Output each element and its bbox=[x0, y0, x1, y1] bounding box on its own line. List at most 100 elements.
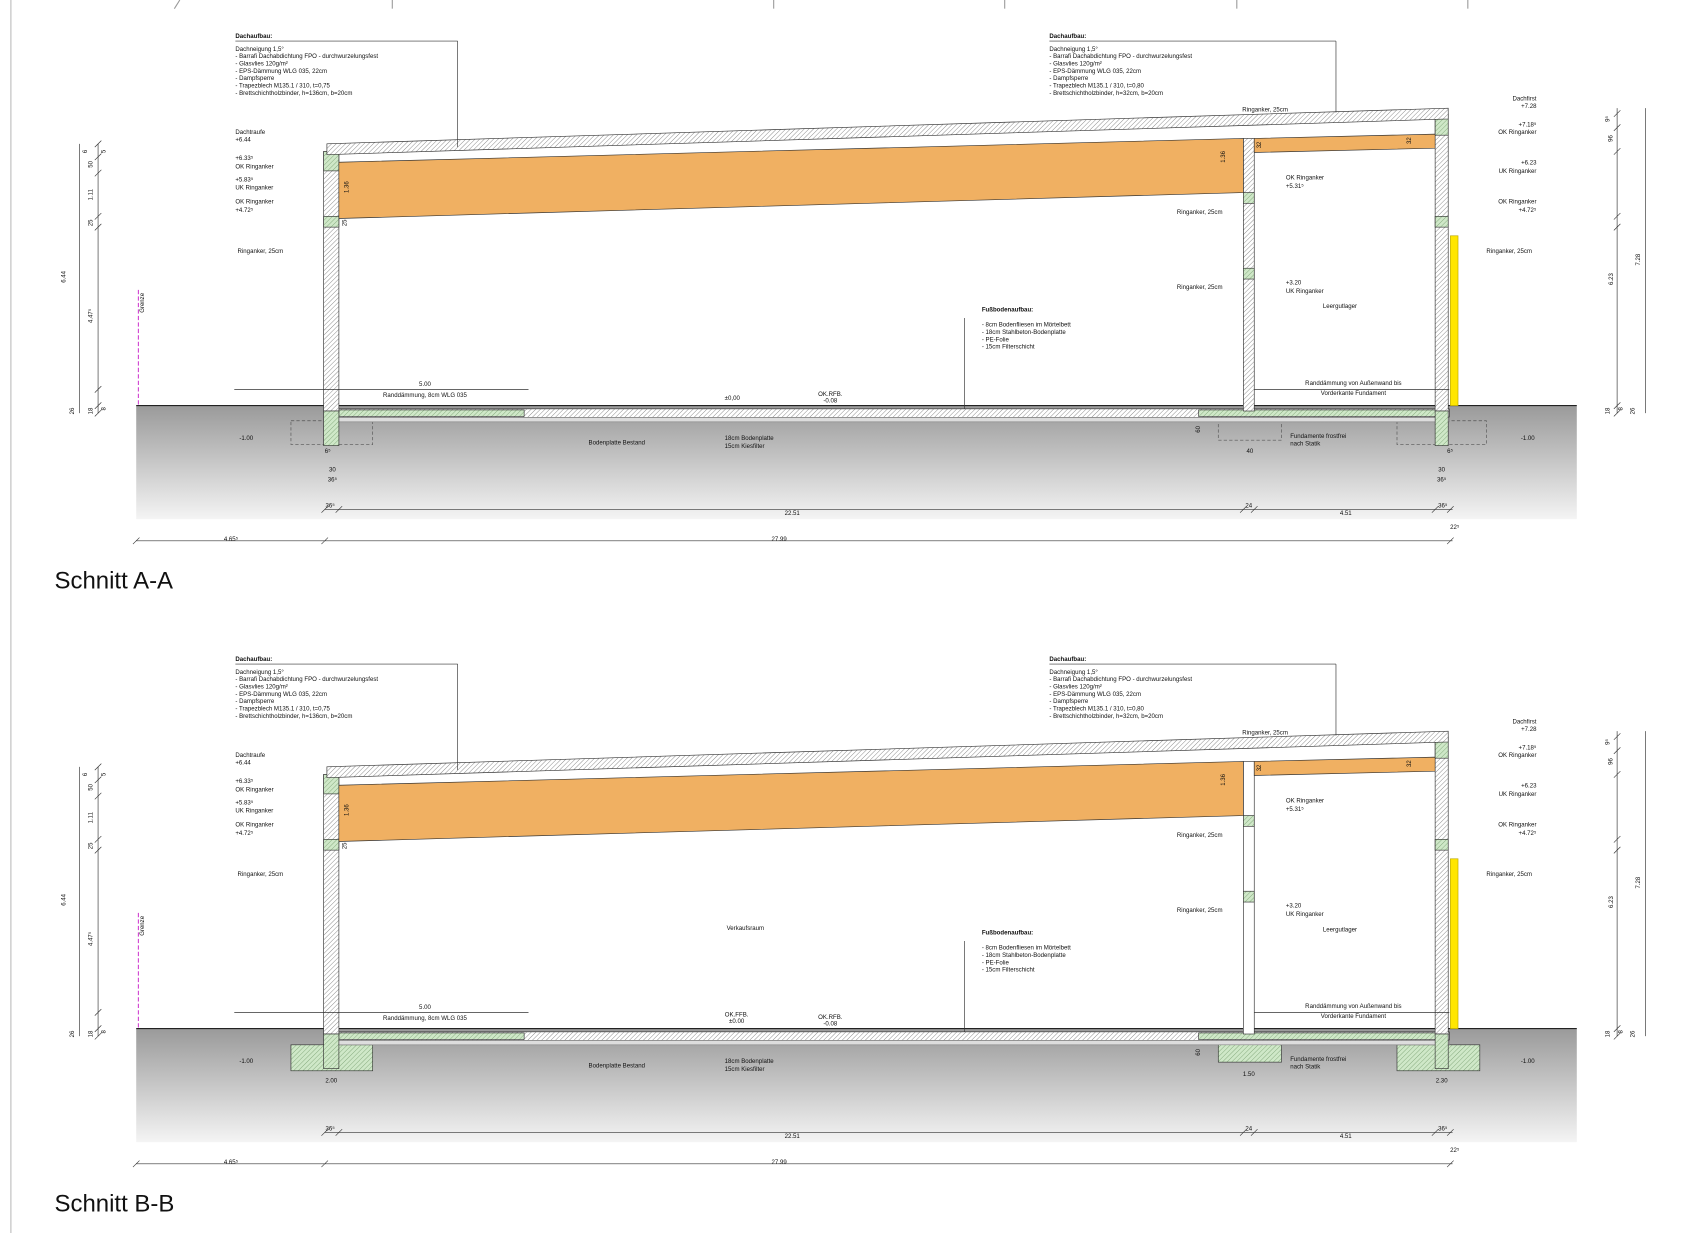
label: ±0.00 bbox=[729, 1019, 745, 1025]
label: +6.44 bbox=[235, 138, 251, 144]
dimension-tick bbox=[321, 537, 329, 545]
label: 18 bbox=[1605, 1030, 1611, 1037]
section-title: Schnitt A-A bbox=[54, 567, 173, 594]
label: - Barrafi Dachabdichtung FPO - durchwurz… bbox=[1049, 54, 1192, 60]
section-title: Schnitt B-B bbox=[54, 1190, 174, 1217]
label: 8 bbox=[102, 407, 108, 411]
dimension-tick bbox=[132, 1160, 140, 1168]
label: 18 bbox=[1605, 407, 1611, 414]
label: Verkaufsraum bbox=[727, 926, 765, 932]
ring-beam bbox=[1243, 890, 1255, 903]
label: 9⁵ bbox=[1604, 739, 1611, 745]
edge-insulation bbox=[338, 409, 525, 417]
label: OK Ringanker bbox=[235, 788, 273, 794]
label: - Trapezblech M135.1 / 310, t=0,75 bbox=[235, 84, 330, 90]
label: +3.20 bbox=[1286, 903, 1302, 909]
label: - 8cm Bodenfliesen im Mörtelbett bbox=[982, 946, 1071, 952]
label: - EPS-Dämmung WLG 035, 22cm bbox=[1049, 69, 1141, 75]
label: - 18cm Stahlbeton-Bodenplatte bbox=[982, 330, 1067, 336]
dimension-tick bbox=[1431, 505, 1439, 513]
label: - Glasvlies 120g/m² bbox=[1049, 685, 1101, 691]
label: 36⁵ bbox=[328, 476, 338, 483]
label: 6.23 bbox=[1609, 273, 1615, 285]
label: 24 bbox=[1245, 503, 1252, 509]
label: -1.00 bbox=[239, 1059, 254, 1065]
label: OK Ringanker bbox=[235, 199, 273, 205]
label: +4.72⁵ bbox=[1519, 207, 1537, 214]
label: 30 bbox=[329, 468, 336, 474]
label: OK Ringanker bbox=[1498, 130, 1536, 136]
label: 6 bbox=[83, 772, 89, 776]
label: Fußbodenaufbau: bbox=[982, 308, 1033, 314]
label: 8 bbox=[1619, 1030, 1625, 1034]
label: OK Ringanker bbox=[1286, 176, 1324, 182]
edge-insulation bbox=[1198, 1032, 1439, 1040]
label: OK Ringanker bbox=[235, 822, 273, 828]
label: 26 bbox=[70, 1030, 76, 1037]
dimension-tick bbox=[1613, 402, 1621, 410]
dimension-tick bbox=[1613, 1025, 1621, 1033]
label: UK Ringanker bbox=[1499, 792, 1537, 798]
label: 2.30 bbox=[1436, 1079, 1448, 1085]
dimension-tick bbox=[94, 402, 102, 410]
label: 26 bbox=[1631, 1030, 1637, 1037]
label: Vorderkante Fundament bbox=[1321, 391, 1387, 397]
label: 24 bbox=[1245, 1126, 1252, 1132]
frame-mark bbox=[173, 0, 181, 9]
wall-base bbox=[323, 410, 340, 446]
label: - 8cm Bodenfliesen im Mörtelbett bbox=[982, 323, 1071, 329]
dimension-tick bbox=[94, 153, 102, 161]
label: - 18cm Stahlbeton-Bodenplatte bbox=[982, 953, 1067, 959]
dimension-tick bbox=[94, 223, 102, 231]
label: Fußbodenaufbau: bbox=[982, 931, 1033, 937]
label: +5.83⁵ bbox=[235, 800, 253, 807]
label: 4.51 bbox=[1340, 511, 1352, 517]
dimension-tick bbox=[335, 505, 343, 513]
label: -1.00 bbox=[1521, 436, 1536, 442]
dimension-tick bbox=[94, 140, 102, 148]
dimension-tick bbox=[94, 776, 102, 784]
label: Bodenplatte Bestand bbox=[589, 441, 646, 447]
label: 2.00 bbox=[325, 1079, 337, 1085]
label: 6.23 bbox=[1609, 896, 1615, 908]
roof-beam bbox=[1253, 133, 1436, 153]
label: 50 bbox=[89, 783, 95, 790]
label: Ringanker, 25cm bbox=[1242, 730, 1288, 736]
dimension-tick bbox=[1613, 124, 1621, 132]
dimension-tick bbox=[1613, 1032, 1621, 1040]
label: Dachfirst bbox=[1512, 97, 1536, 103]
label: +5.31⁵ bbox=[1286, 183, 1304, 190]
dimension-tick bbox=[1446, 1160, 1454, 1168]
gravel-layer bbox=[326, 1040, 1450, 1046]
label: 27.99 bbox=[772, 537, 788, 543]
label: 36⁵ bbox=[1438, 502, 1448, 509]
label: 4.65⁵ bbox=[224, 536, 239, 543]
label: 4.51 bbox=[1340, 1134, 1352, 1140]
ground bbox=[136, 405, 1577, 520]
label: Dachaufbau: bbox=[1049, 657, 1086, 663]
edge-insulation bbox=[1198, 409, 1439, 417]
label: 1.36 bbox=[1221, 773, 1227, 785]
label: Dachneigung 1,5° bbox=[235, 670, 284, 676]
label: 18cm Bodenplatte bbox=[725, 1059, 775, 1065]
label: - PE-Folie bbox=[982, 337, 1010, 343]
dimension-tick bbox=[1613, 770, 1621, 778]
label: 6⁵ bbox=[1447, 448, 1453, 455]
label: OK Ringanker bbox=[1498, 753, 1536, 759]
label: - Dampfsperre bbox=[235, 76, 275, 82]
label: 6.44 bbox=[61, 270, 67, 282]
label: Dachaufbau: bbox=[1049, 34, 1086, 40]
roof-beam bbox=[338, 761, 1244, 842]
ring-beam bbox=[1434, 215, 1449, 228]
dimension-tick bbox=[1613, 212, 1621, 220]
roof-beam bbox=[1253, 756, 1436, 776]
label: UK Ringanker bbox=[235, 808, 273, 814]
edge-insulation bbox=[338, 1032, 525, 1040]
dimension-tick bbox=[132, 537, 140, 545]
label: 18cm Bodenplatte bbox=[725, 436, 775, 442]
label: +5.31⁵ bbox=[1286, 806, 1304, 813]
label: Randdämmung von Außenwand bis bbox=[1305, 1004, 1401, 1010]
ring-beam bbox=[1243, 267, 1255, 280]
label: Ringanker, 25cm bbox=[238, 872, 284, 878]
dimension-tick bbox=[94, 1032, 102, 1040]
